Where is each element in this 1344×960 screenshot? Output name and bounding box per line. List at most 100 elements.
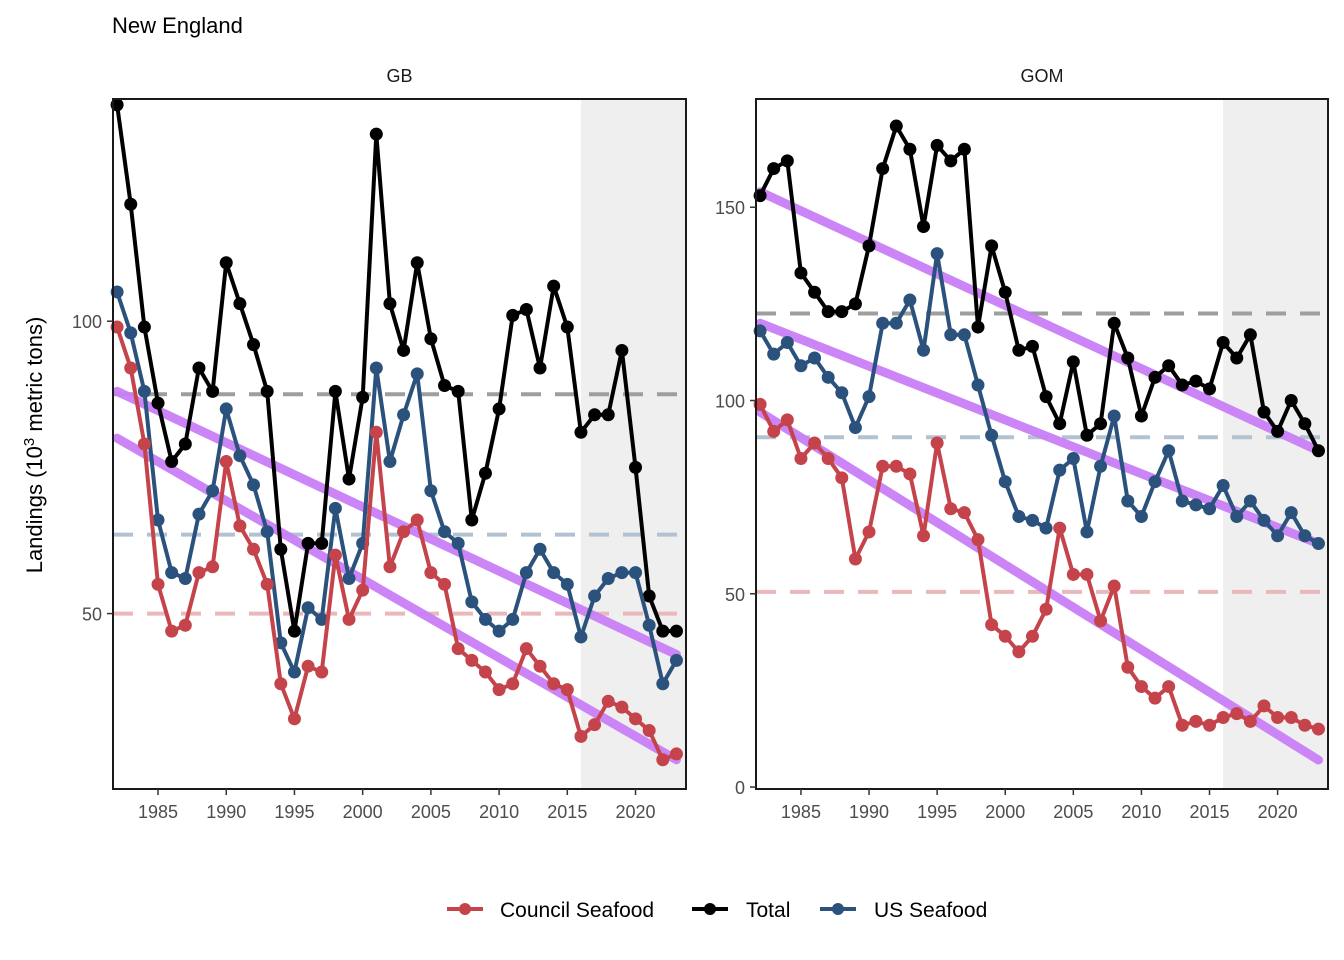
point-total (247, 338, 261, 352)
point-council-seafood (519, 642, 533, 656)
point-us-seafood (835, 386, 849, 400)
point-total (588, 408, 602, 422)
point-total (178, 437, 192, 451)
point-council-seafood (944, 502, 958, 516)
point-total (642, 589, 656, 603)
point-council-seafood (124, 361, 138, 375)
y-axis-label: Landings (103 metric tons) (21, 317, 47, 574)
point-total (397, 343, 411, 357)
point-council-seafood (917, 529, 931, 543)
point-us-seafood (1025, 513, 1039, 527)
point-us-seafood (1012, 509, 1026, 523)
point-total (876, 162, 890, 176)
point-us-seafood (588, 589, 602, 603)
point-us-seafood (301, 601, 315, 615)
x-tick-label: 2005 (411, 802, 451, 822)
point-total (669, 624, 683, 638)
point-council-seafood (1066, 567, 1080, 581)
point-us-seafood (1230, 509, 1244, 523)
point-us-seafood (383, 455, 397, 469)
point-total (1025, 339, 1039, 353)
y-tick-label: 50 (725, 585, 745, 605)
point-total (835, 305, 849, 319)
panel-border (112, 98, 687, 790)
point-council-seafood (1148, 691, 1162, 705)
point-us-seafood (971, 378, 985, 392)
point-us-seafood (206, 484, 220, 498)
point-total (862, 239, 876, 253)
point-us-seafood (1094, 459, 1108, 473)
point-council-seafood (424, 566, 438, 580)
point-us-seafood (560, 577, 574, 591)
point-us-seafood (1311, 537, 1325, 551)
point-us-seafood (547, 566, 561, 580)
point-us-seafood (438, 525, 452, 539)
point-total (465, 513, 479, 527)
point-us-seafood (876, 316, 890, 330)
point-council-seafood (1012, 645, 1026, 659)
point-total (1080, 428, 1094, 442)
point-council-seafood (247, 542, 261, 556)
point-us-seafood (656, 677, 670, 691)
point-us-seafood (615, 566, 629, 580)
point-total (1216, 336, 1230, 350)
point-us-seafood (917, 343, 931, 357)
point-total (451, 384, 465, 398)
point-council-seafood (656, 753, 670, 767)
point-council-seafood (478, 665, 492, 679)
point-us-seafood (1271, 529, 1285, 543)
point-total (1298, 417, 1312, 431)
point-us-seafood (1216, 479, 1230, 493)
x-tick-label: 2020 (1258, 802, 1298, 822)
point-us-seafood (1066, 451, 1080, 465)
point-council-seafood (369, 425, 383, 439)
point-us-seafood (342, 571, 356, 585)
point-us-seafood (328, 501, 342, 515)
point-council-seafood (1107, 579, 1121, 593)
point-council-seafood (1025, 629, 1039, 643)
point-council-seafood (998, 629, 1012, 643)
point-council-seafood (1203, 718, 1217, 732)
point-us-seafood (889, 316, 903, 330)
point-us-seafood (478, 612, 492, 626)
legend-swatch-point-council (459, 903, 471, 915)
trend-line-1 (755, 318, 1323, 549)
point-total (219, 256, 233, 270)
point-council-seafood (1121, 660, 1135, 674)
x-tick-label: 1990 (849, 802, 889, 822)
point-council-seafood (1311, 722, 1325, 736)
point-us-seafood (519, 566, 533, 580)
point-total (438, 379, 452, 393)
point-council-seafood (876, 459, 890, 473)
point-total (192, 361, 206, 375)
point-total (383, 297, 397, 311)
point-total (1284, 394, 1298, 408)
point-council-seafood (1094, 614, 1108, 628)
point-us-seafood (862, 390, 876, 404)
point-total (233, 297, 247, 311)
x-tick-label: 2015 (1189, 802, 1229, 822)
point-total (957, 142, 971, 156)
point-total (629, 460, 643, 474)
point-us-seafood (944, 328, 958, 342)
point-us-seafood (629, 566, 643, 580)
point-council-seafood (794, 451, 808, 465)
point-us-seafood (165, 566, 179, 580)
point-council-seafood (1284, 710, 1298, 724)
chart-title: New England (112, 13, 243, 38)
point-total (656, 624, 670, 638)
point-council-seafood (862, 525, 876, 539)
point-council-seafood (971, 533, 985, 547)
panel-border (755, 98, 1329, 790)
point-total (930, 138, 944, 152)
legend-label-us: US Seafood (874, 899, 987, 922)
point-total (519, 303, 533, 317)
point-us-seafood (451, 536, 465, 550)
point-us-seafood (369, 361, 383, 375)
point-total (1311, 444, 1325, 458)
x-tick-label: 2010 (1121, 802, 1161, 822)
point-us-seafood (642, 618, 656, 632)
point-total (1189, 374, 1203, 388)
point-us-seafood (219, 402, 233, 416)
point-us-seafood (794, 359, 808, 373)
